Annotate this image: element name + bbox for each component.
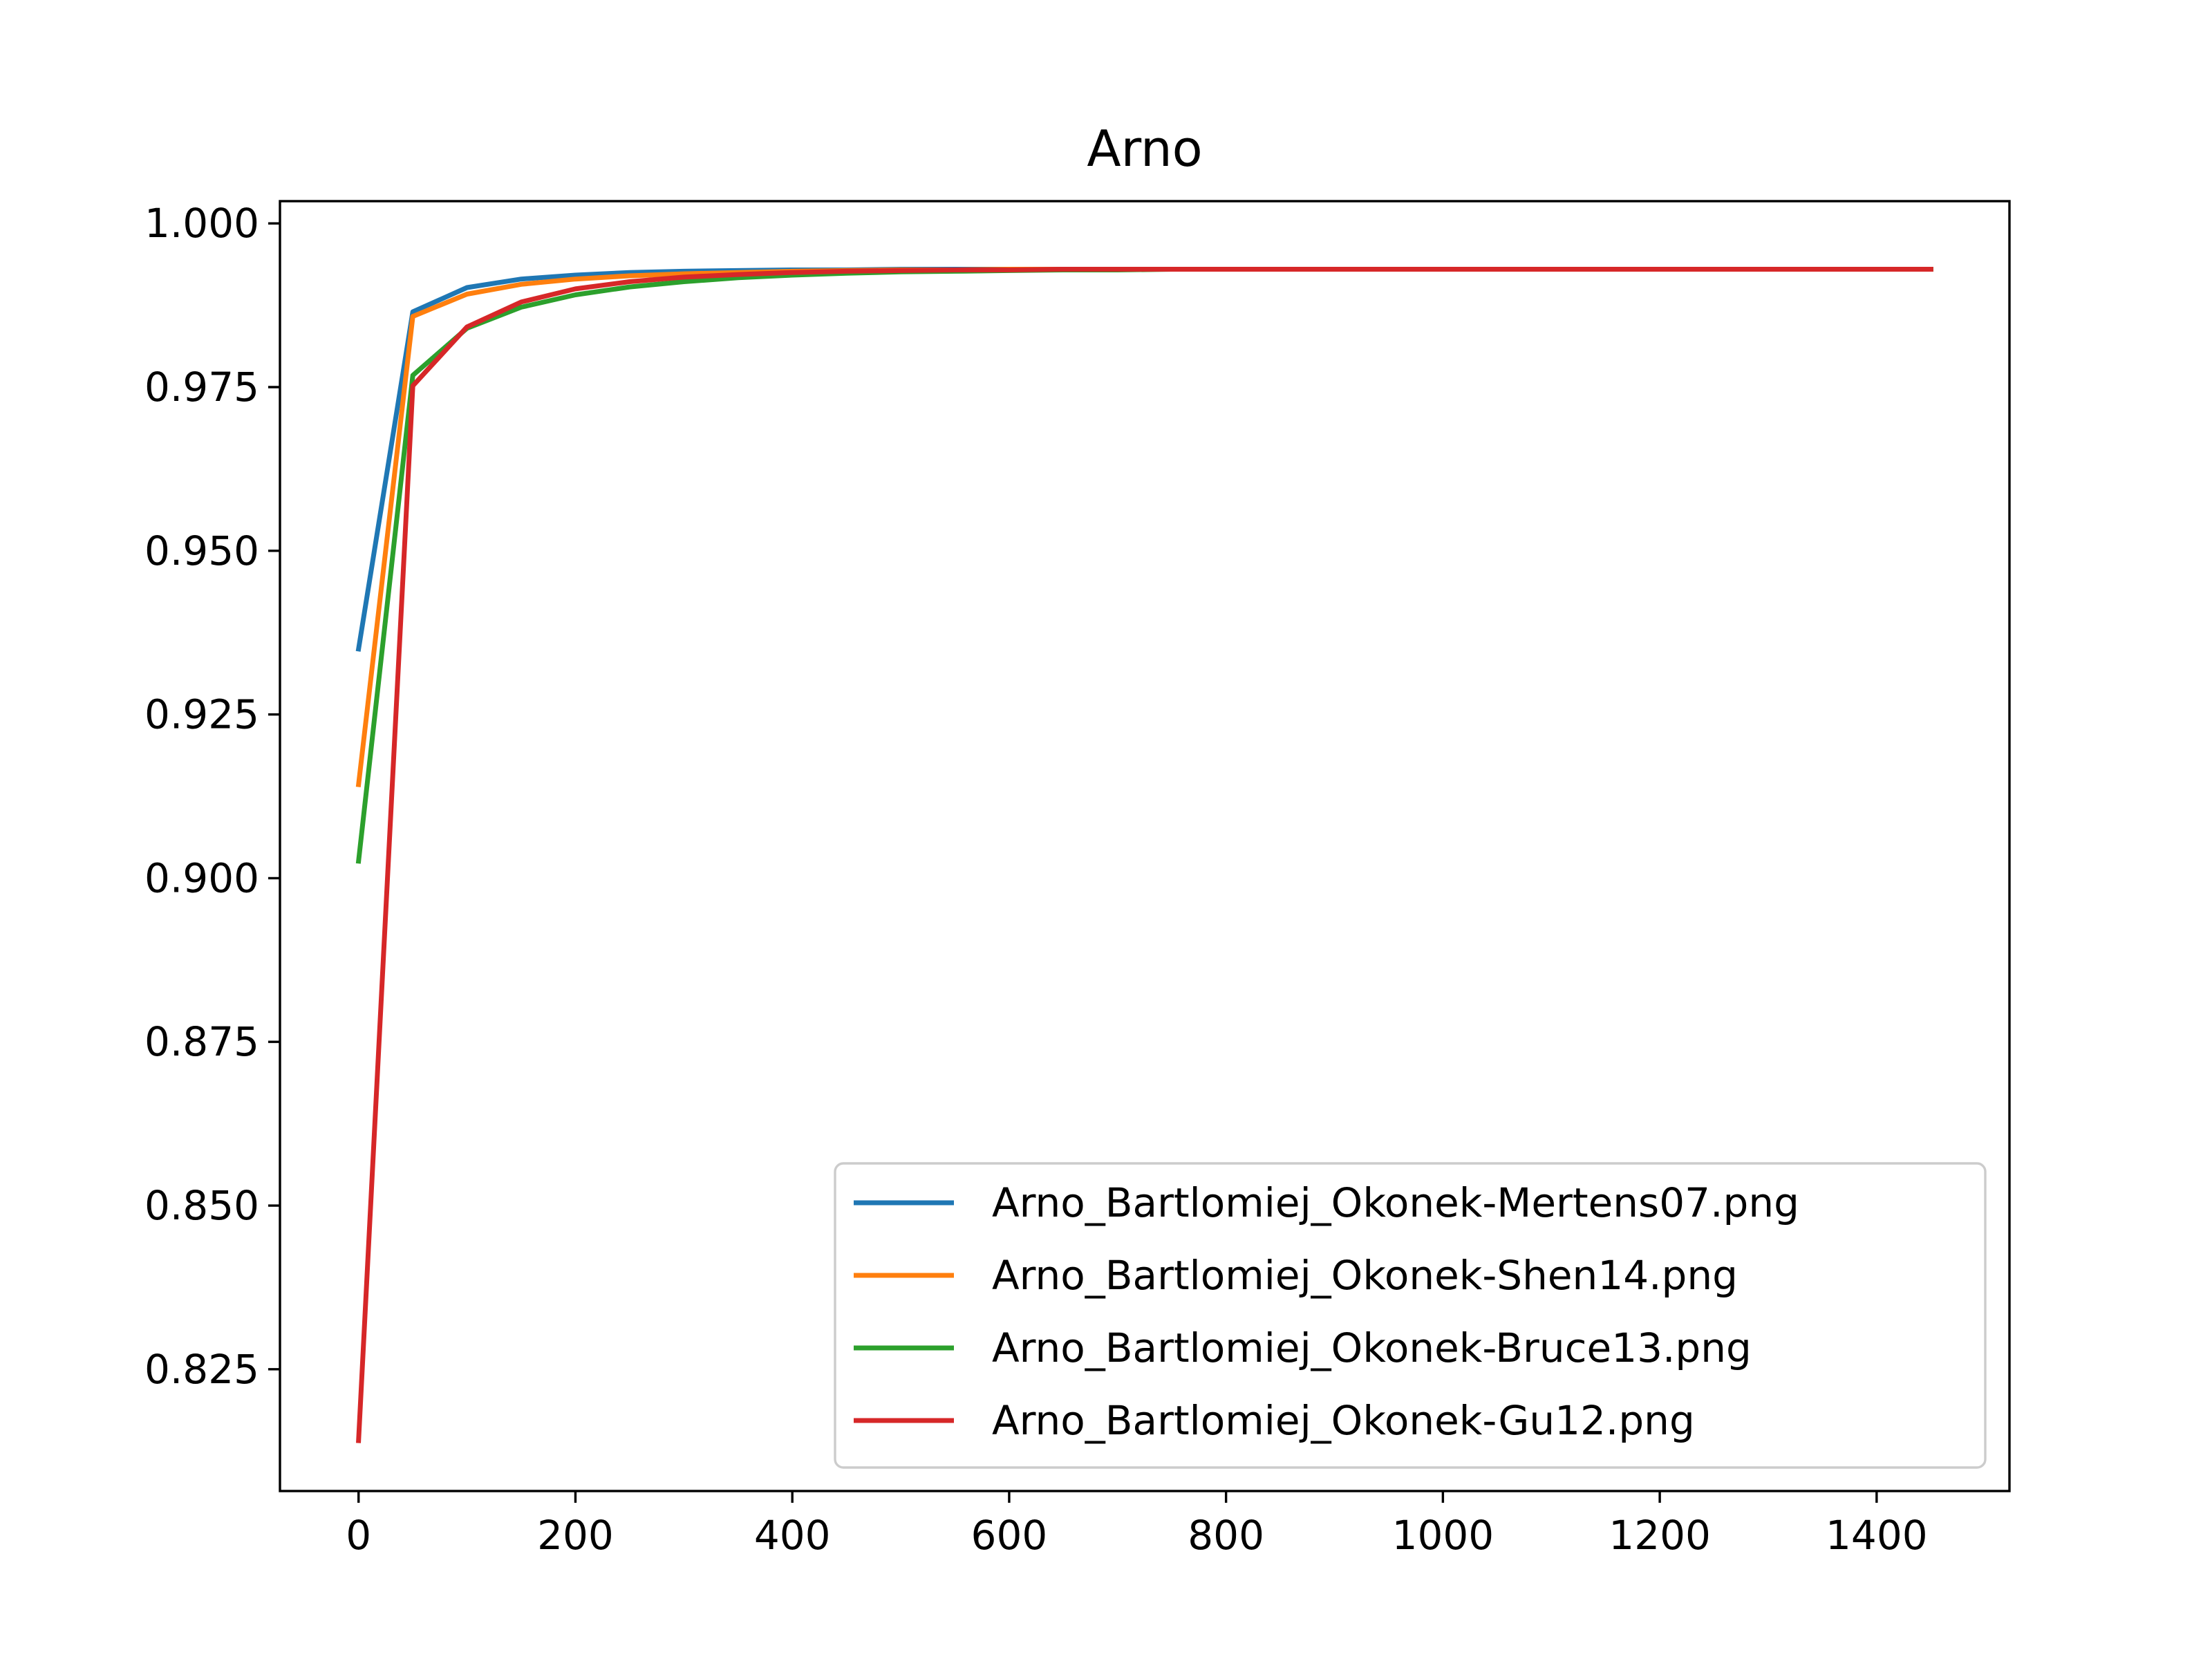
y-tick-label: 0.825 bbox=[144, 1346, 259, 1393]
y-tick-label: 0.900 bbox=[144, 854, 259, 901]
x-tick-label: 0 bbox=[346, 1512, 371, 1559]
x-tick-label: 400 bbox=[754, 1512, 831, 1559]
legend-label: Arno_Bartlomiej_Okonek-Gu12.png bbox=[992, 1397, 1695, 1444]
y-tick-label: 0.875 bbox=[144, 1018, 259, 1065]
chart-title: Arno bbox=[1087, 120, 1202, 178]
y-tick-label: 0.925 bbox=[144, 691, 259, 738]
plot-lines bbox=[355, 267, 1933, 1443]
y-axis: 0.825 0.850 0.875 0.900 0.925 0.950 0.975 1.000 bbox=[144, 200, 280, 1393]
series-line-4 bbox=[356, 267, 1933, 1443]
legend-label: Arno_Bartlomiej_Okonek-Shen14.png bbox=[992, 1252, 1738, 1299]
y-tick-label: 0.850 bbox=[144, 1182, 259, 1229]
x-tick-label: 1200 bbox=[1609, 1512, 1711, 1559]
y-tick-label: 0.975 bbox=[144, 364, 259, 411]
legend-label: Arno_Bartlomiej_Okonek-Bruce13.png bbox=[992, 1324, 1752, 1371]
y-tick-label: 1.000 bbox=[144, 200, 259, 247]
x-tick-label: 800 bbox=[1188, 1512, 1264, 1559]
x-tick-label: 1400 bbox=[1826, 1512, 1928, 1559]
plot-frame bbox=[279, 200, 2011, 1492]
x-tick-label: 200 bbox=[537, 1512, 614, 1559]
x-tick-label: 1000 bbox=[1392, 1512, 1494, 1559]
x-axis: 0 200 400 600 800 1000 1200 1400 bbox=[346, 1491, 1928, 1559]
legend-box bbox=[834, 1162, 1987, 1469]
legend: Arno_Bartlomiej_Okonek-Mertens07.png Arno… bbox=[834, 1162, 1987, 1469]
x-tick-label: 600 bbox=[971, 1512, 1048, 1559]
legend-label: Arno_Bartlomiej_Okonek-Mertens07.png bbox=[992, 1179, 1799, 1226]
y-tick-label: 0.950 bbox=[144, 527, 259, 574]
